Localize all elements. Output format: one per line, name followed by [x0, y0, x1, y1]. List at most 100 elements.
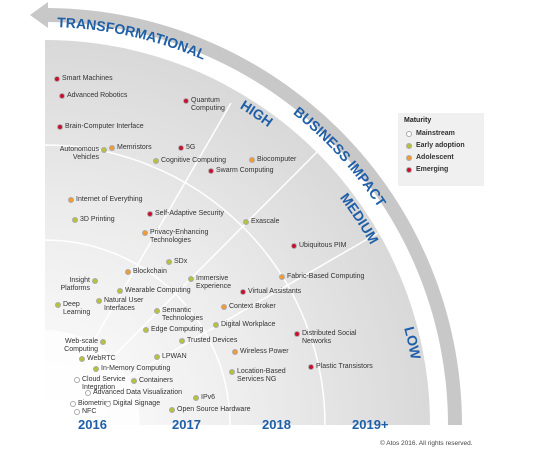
item-label: Smart Machines: [62, 75, 113, 82]
item-label: 3D Printing: [80, 216, 115, 223]
year-label: 2019+: [352, 417, 389, 432]
item-marker: [208, 168, 214, 174]
item-marker: [294, 331, 300, 337]
arrow-head: [30, 2, 48, 28]
item-marker: [178, 145, 184, 151]
item-label: Memristors: [117, 144, 152, 151]
item-label: Wireless Power: [240, 348, 289, 355]
legend-label: Mainstream: [416, 130, 455, 137]
item-marker: [70, 401, 76, 407]
item-marker: [131, 378, 137, 384]
item-label: Advanced Robotics: [67, 92, 128, 99]
item-marker: [166, 259, 172, 265]
item-label: Open Source Hardware: [177, 406, 251, 413]
item-marker: [92, 278, 98, 284]
item-marker: [183, 98, 189, 104]
item-marker: [100, 339, 106, 345]
item-marker: [57, 124, 63, 130]
year-label: 2018: [262, 417, 291, 432]
item-marker: [169, 407, 175, 413]
item-label: WebRTC: [87, 355, 116, 362]
item-label: Privacy-Enhancing Technologies: [150, 229, 209, 244]
item-label: Exascale: [251, 218, 280, 225]
item-label: Digital Signage: [113, 400, 161, 407]
item-marker: [68, 197, 74, 203]
legend-swatch: [406, 143, 412, 149]
item-label: Context Broker: [229, 303, 276, 310]
copyright: © Atos 2016. All rights reserved.: [380, 440, 473, 447]
item-marker: [229, 369, 235, 375]
legend-label: Emerging: [416, 166, 449, 173]
legend-swatch: [406, 167, 412, 173]
item-label: LPWAN: [162, 353, 187, 360]
item-marker: [105, 401, 111, 407]
item-marker: [96, 298, 102, 304]
item-label: Natural User Interfaces: [104, 297, 144, 312]
item-marker: [291, 243, 297, 249]
item-marker: [154, 308, 160, 314]
item-label: Plastic Transistors: [316, 363, 373, 370]
legend: Maturity Mainstream Early adoption Adolesc…: [398, 113, 484, 186]
item-label: Biometrics: [78, 400, 111, 407]
item-marker: [147, 211, 153, 217]
item-label: Wearable Computing: [125, 287, 191, 294]
item-label: Advanced Data Visualization: [93, 389, 182, 396]
item-marker: [153, 158, 159, 164]
item-label: Fabric-Based Computing: [287, 273, 365, 280]
item-label: Quantum Computing: [191, 97, 225, 112]
item-marker: [243, 219, 249, 225]
item-marker: [117, 288, 123, 294]
item-label: Deep Learning: [63, 301, 91, 316]
legend-label: Early adoption: [416, 142, 465, 149]
item-marker: [221, 304, 227, 310]
item-marker: [72, 217, 78, 223]
item-marker: [308, 364, 314, 370]
item-label: Cognitive Computing: [161, 157, 226, 164]
legend-title: Maturity: [404, 117, 432, 124]
item-label: IPv6: [201, 394, 216, 401]
item-marker: [59, 93, 65, 99]
item-marker: [55, 302, 61, 308]
item-marker: [142, 230, 148, 236]
item-label: Immersive Experience: [196, 275, 232, 290]
item-marker: [54, 76, 60, 82]
item-label: Swarm Computing: [216, 167, 274, 174]
item-marker: [143, 327, 149, 333]
legend-swatch: [406, 155, 412, 161]
item-marker: [213, 322, 219, 328]
item-label: NFC: [82, 408, 97, 415]
item-marker: [179, 338, 185, 344]
item-label: Semantic Technologies: [162, 307, 203, 322]
item-label: Autonomous Vehicles: [59, 146, 99, 161]
item-label: Containers: [139, 377, 173, 384]
item-label: Web-scale Computing: [64, 338, 98, 353]
item-marker: [74, 377, 80, 383]
item-marker: [279, 274, 285, 280]
item-label: Brain-Computer Interface: [65, 123, 144, 130]
item-label: 5G: [186, 144, 196, 151]
item-label: Self-Adaptive Security: [155, 210, 224, 217]
item-label: Cloud Service Integration: [82, 376, 126, 391]
legend-label: Adolescent: [416, 154, 454, 161]
item-label: Location-Based Services NG: [237, 368, 286, 383]
item-marker: [74, 409, 80, 415]
item-label: Insight Platforms: [60, 277, 90, 292]
item-marker: [188, 276, 194, 282]
item-marker: [240, 289, 246, 295]
item-marker: [85, 390, 91, 396]
item-label: Blockchain: [133, 268, 167, 275]
item-marker: [109, 145, 115, 151]
item-marker: [154, 354, 160, 360]
item-label: In-Memory Computing: [101, 365, 171, 372]
item-marker: [193, 395, 199, 401]
year-label: 2017: [172, 417, 201, 432]
item-label: Edge Computing: [151, 326, 204, 333]
year-label: 2016: [78, 417, 107, 432]
item-label: Digital Workplace: [221, 321, 276, 328]
item-marker: [249, 157, 255, 163]
item-marker: [232, 349, 238, 355]
rings: [44, 102, 379, 426]
legend-swatch: [406, 131, 412, 137]
item-marker: [101, 147, 107, 153]
